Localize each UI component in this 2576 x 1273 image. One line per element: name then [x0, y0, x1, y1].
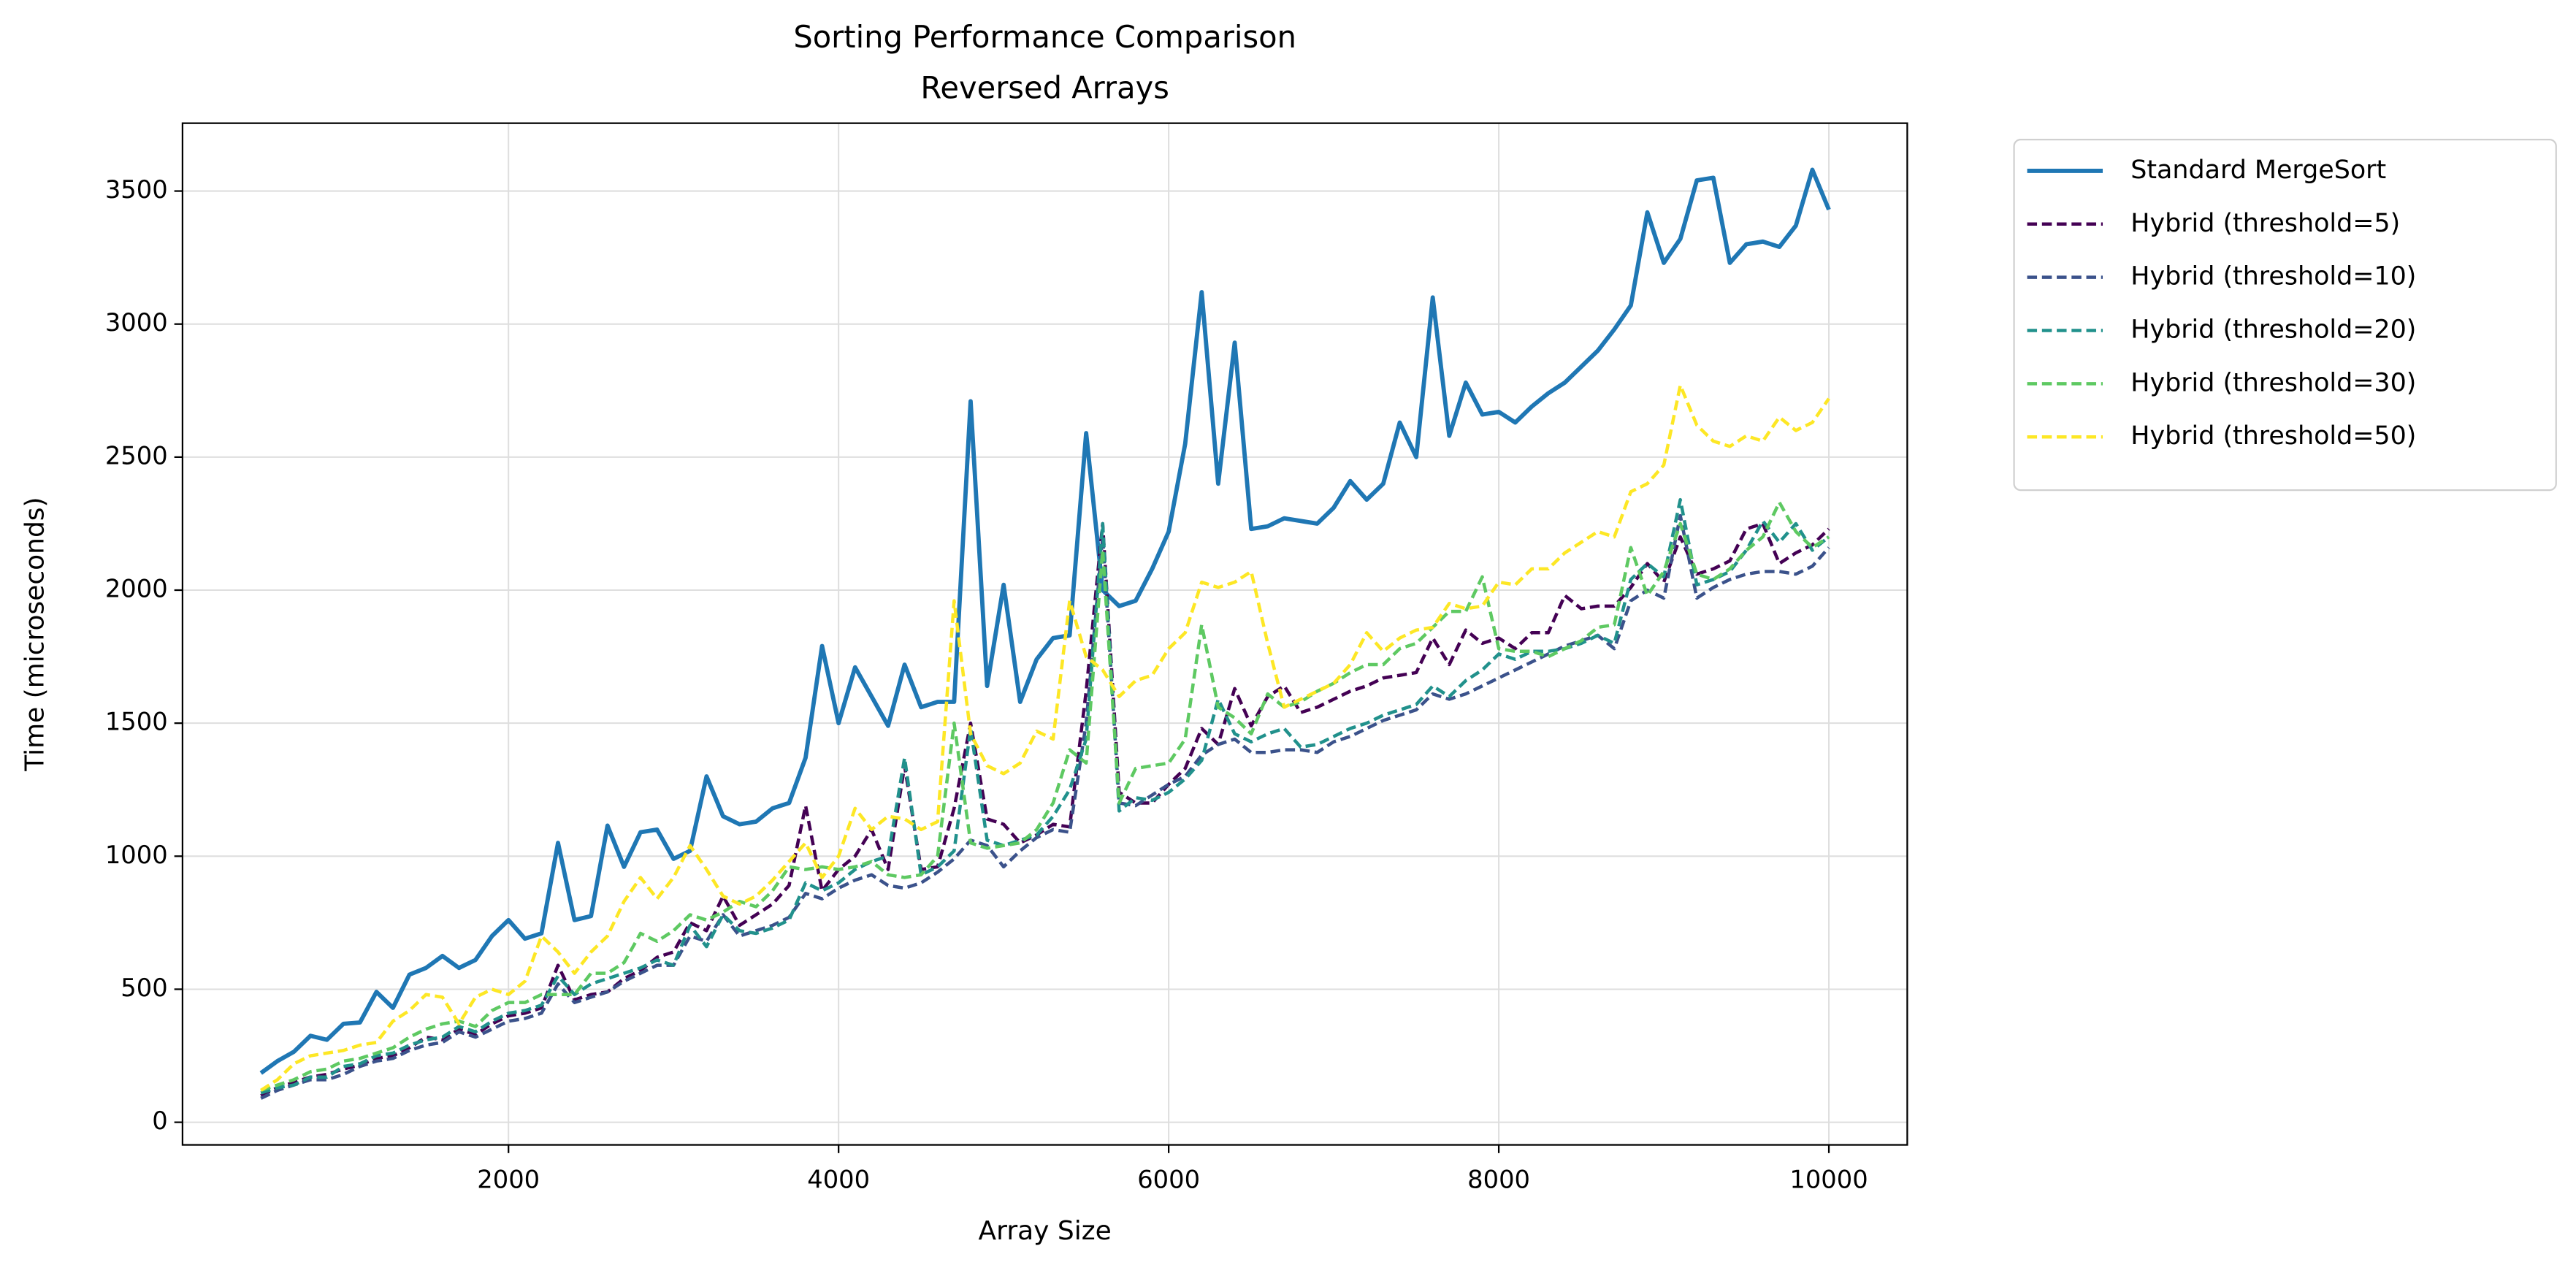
- legend-label: Hybrid (threshold=10): [2130, 262, 2416, 291]
- series-line: [260, 500, 1830, 1093]
- legend-label: Hybrid (threshold=20): [2130, 316, 2416, 345]
- chart-title: Sorting Performance Comparison: [793, 19, 1296, 55]
- y-tick-label: 3500: [105, 175, 168, 204]
- legend-label: Standard MergeSort: [2130, 156, 2386, 185]
- x-tick-label: 4000: [807, 1166, 870, 1194]
- y-tick-label: 1000: [105, 841, 168, 869]
- y-tick-label: 2000: [105, 575, 168, 603]
- y-tick-label: 0: [152, 1106, 167, 1135]
- legend-label: Hybrid (threshold=30): [2130, 368, 2416, 397]
- y-axis-label: Time (microseconds): [20, 497, 50, 771]
- legend-label: Hybrid (threshold=50): [2130, 421, 2416, 451]
- legend-box: [2013, 139, 2557, 492]
- x-tick-label: 8000: [1467, 1166, 1530, 1194]
- series-line: [260, 521, 1830, 1098]
- series-line: [259, 167, 1831, 1075]
- y-tick-label: 2500: [105, 441, 168, 470]
- y-tick-label: 1500: [105, 708, 168, 736]
- x-tick-label: 10000: [1789, 1166, 1868, 1194]
- x-axis-label: Array Size: [979, 1216, 1112, 1246]
- x-tick-label: 6000: [1137, 1166, 1200, 1194]
- y-tick-label: 500: [121, 974, 167, 1002]
- legend-label: Hybrid (threshold=5): [2130, 209, 2400, 238]
- x-tick-label: 2000: [477, 1166, 540, 1194]
- chart-subtitle: Reversed Arrays: [920, 70, 1169, 106]
- series-line: [260, 383, 1830, 1092]
- plot-frame: [181, 122, 1908, 1146]
- series-line: [260, 513, 1830, 1100]
- y-tick-label: 3000: [105, 308, 168, 337]
